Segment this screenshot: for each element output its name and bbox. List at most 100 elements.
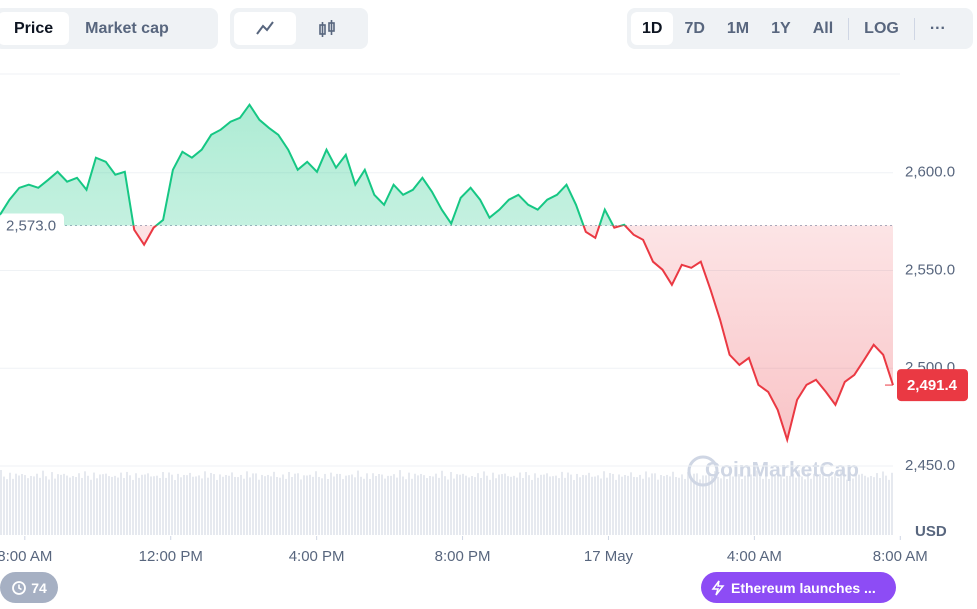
- volume-bar: [24, 475, 26, 535]
- range-button[interactable]: 7D: [684, 20, 705, 37]
- volume-bar: [201, 478, 203, 535]
- volume-bar: [153, 476, 155, 535]
- history-pill[interactable]: 74: [0, 572, 58, 603]
- volume-bar: [132, 479, 134, 535]
- volume-bar: [249, 477, 251, 535]
- volume-bar: [771, 473, 773, 535]
- volume-bar: [666, 474, 668, 535]
- volume-bar: [66, 475, 68, 535]
- volume-bar: [468, 477, 470, 535]
- volume-bar: [39, 477, 41, 535]
- volume-bar: [63, 473, 65, 535]
- volume-bar: [741, 479, 743, 535]
- volume-bar: [6, 479, 8, 535]
- volume-bar: [156, 475, 158, 535]
- volume-bar: [408, 472, 410, 535]
- volume-bar: [525, 472, 527, 535]
- line-up: [0, 102, 627, 226]
- volume-bar: [141, 474, 143, 535]
- volume-bar: [426, 478, 428, 535]
- volume-bar: [225, 475, 227, 535]
- volume-bar: [456, 474, 458, 535]
- volume-bar: [246, 471, 248, 535]
- candle-icon[interactable]: [296, 12, 358, 45]
- volume-bar: [750, 474, 752, 535]
- volume-bar: [528, 475, 530, 535]
- volume-bar: [600, 478, 602, 535]
- volume-bar: [879, 477, 881, 535]
- tab[interactable]: Market cap: [85, 20, 169, 37]
- chart-type-group: [230, 8, 368, 49]
- volume-bar: [699, 479, 701, 535]
- volume-bar: [120, 472, 122, 535]
- volume-bar: [216, 479, 218, 535]
- volume-bar: [36, 473, 38, 535]
- baseline-label-bg: [0, 213, 64, 238]
- volume-bar: [591, 476, 593, 535]
- volume-bar: [792, 474, 794, 535]
- y-unit: USD: [915, 523, 947, 540]
- volume-bar: [627, 475, 629, 535]
- volume-bar: [672, 471, 674, 535]
- volume-bar: [84, 471, 86, 535]
- volume-bar: [252, 473, 254, 535]
- volume-bar: [660, 474, 662, 535]
- volume-bar: [192, 476, 194, 535]
- tab[interactable]: Price: [0, 12, 70, 45]
- volume-bar: [891, 472, 893, 535]
- volume-bar: [621, 476, 623, 535]
- volume-bar: [363, 478, 365, 535]
- range-button[interactable]: 1Y: [771, 20, 791, 37]
- volume-bar: [738, 474, 740, 535]
- volume-bar: [159, 478, 161, 535]
- volume-bar: [885, 475, 887, 535]
- event-pill[interactable]: Ethereum launches ...: [701, 572, 896, 603]
- volume-bar: [339, 473, 341, 535]
- volume-bar: [663, 476, 665, 535]
- log-button[interactable]: LOG: [864, 20, 899, 37]
- volume-bar: [258, 479, 260, 535]
- line-icon[interactable]: [234, 12, 296, 45]
- more-button[interactable]: ···: [929, 20, 946, 37]
- volume-bar: [240, 474, 242, 535]
- volume-bar: [759, 476, 761, 535]
- volume-bar: [624, 474, 626, 535]
- volume-bar: [177, 473, 179, 535]
- volume-bar: [189, 472, 191, 535]
- volume-bar: [858, 474, 860, 535]
- volume-bar: [723, 473, 725, 535]
- range-button[interactable]: All: [812, 20, 834, 37]
- volume-bar: [96, 478, 98, 535]
- volume-bar: [615, 479, 617, 535]
- volume-bar: [570, 474, 572, 535]
- volume-bar: [795, 477, 797, 535]
- volume-bar: [480, 477, 482, 535]
- volume-bar: [72, 475, 74, 535]
- volume-bar: [501, 474, 503, 535]
- volume-bar: [825, 477, 827, 535]
- volume-bar: [222, 476, 224, 535]
- volume-bar: [768, 478, 770, 535]
- watermark: CoinMarketCap: [705, 459, 859, 482]
- volume-bar: [93, 472, 95, 535]
- volume-bar: [336, 473, 338, 535]
- volume-bar: [705, 475, 707, 535]
- volume-bar: [831, 476, 833, 535]
- volume-bar: [276, 476, 278, 535]
- volume-bar: [582, 474, 584, 535]
- volume-bar: [180, 477, 182, 535]
- volume-bar: [606, 477, 608, 535]
- volume-bar: [711, 476, 713, 535]
- volume-bar: [420, 473, 422, 535]
- volume-bar: [849, 472, 851, 535]
- range-button[interactable]: 1M: [726, 20, 750, 37]
- volume-bar: [540, 474, 542, 535]
- volume-bar: [144, 474, 146, 535]
- volume-bar: [873, 477, 875, 535]
- x-tick-label: 8:00 AM: [873, 548, 928, 565]
- volume-bar: [489, 479, 491, 535]
- range-button[interactable]: 1D: [631, 12, 674, 45]
- event-text: Ethereum launches ...: [731, 579, 876, 596]
- volume-bar: [576, 473, 578, 535]
